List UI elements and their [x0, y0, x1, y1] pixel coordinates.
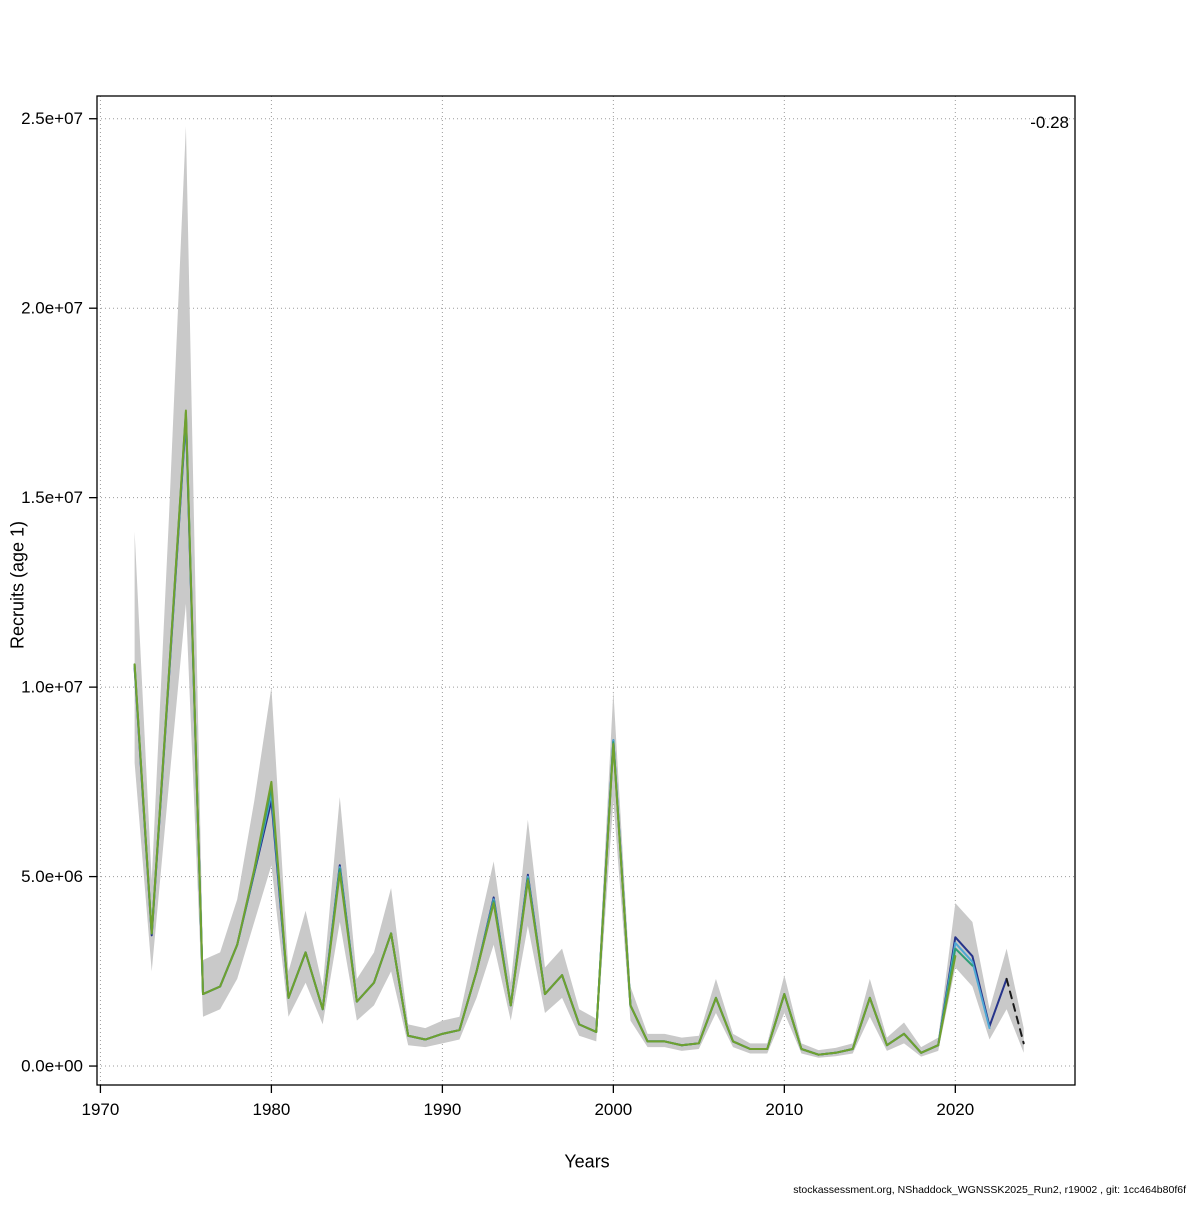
y-tick-label: 5.0e+06 [21, 867, 83, 886]
x-tick-label: 1990 [423, 1100, 461, 1119]
retro-peel-3-line [133, 409, 957, 1056]
final-year-estimate-line [1005, 977, 1025, 1045]
y-tick-label: 1.0e+07 [21, 678, 83, 697]
plot-border [96, 95, 1076, 1086]
y-tick-label: 0.0e+00 [21, 1057, 83, 1076]
y-tick-label: 2.0e+07 [21, 299, 83, 318]
x-axis-title: Years [564, 1151, 610, 1172]
footer-attribution: stockassessment.org, NShaddock_WGNSSK202… [793, 1184, 1186, 1196]
confidence-band [134, 126, 1024, 1058]
x-tick-label: 2000 [594, 1100, 632, 1119]
y-tick-label: 2.5e+07 [21, 109, 83, 128]
x-tick-label: 1980 [252, 1100, 290, 1119]
y-axis-title: Recruits (age 1) [7, 520, 28, 650]
x-tick-label: 2020 [936, 1100, 974, 1119]
y-tick-label: 1.5e+07 [21, 488, 83, 507]
x-tick-label: 2010 [765, 1100, 803, 1119]
x-tick-label: 1970 [82, 1100, 120, 1119]
mohns-rho-annotation: -0.28 [1030, 113, 1069, 132]
